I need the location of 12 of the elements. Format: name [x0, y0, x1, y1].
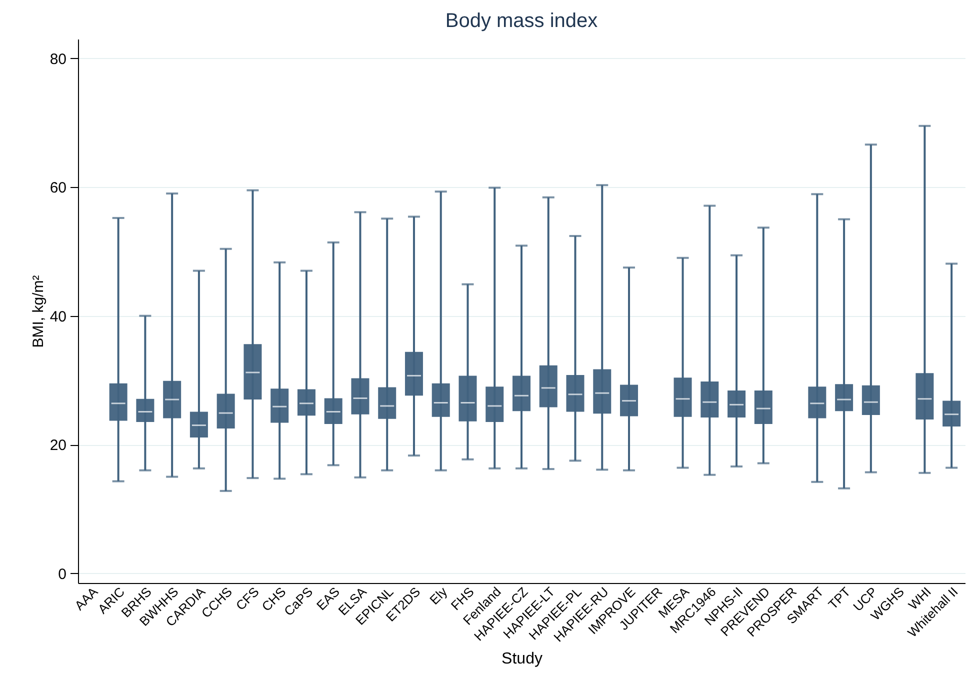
- y-tick-label: 60: [50, 180, 66, 197]
- x-tick-label: CFS: [232, 584, 262, 614]
- y-tick-label: 40: [50, 308, 66, 326]
- y-tick-label: 0: [58, 566, 66, 583]
- x-tick-label: AAA: [72, 584, 101, 614]
- y-tick-label: 20: [50, 437, 66, 454]
- y-axis-title: BMI, kg/m²: [30, 275, 47, 348]
- x-tick-label: Ely: [426, 584, 450, 608]
- y-tick-label: 80: [50, 50, 66, 68]
- x-axis-title: Study: [502, 650, 542, 668]
- x-tick-label: TPT: [825, 584, 854, 612]
- chart-title: Body mass index: [445, 10, 598, 32]
